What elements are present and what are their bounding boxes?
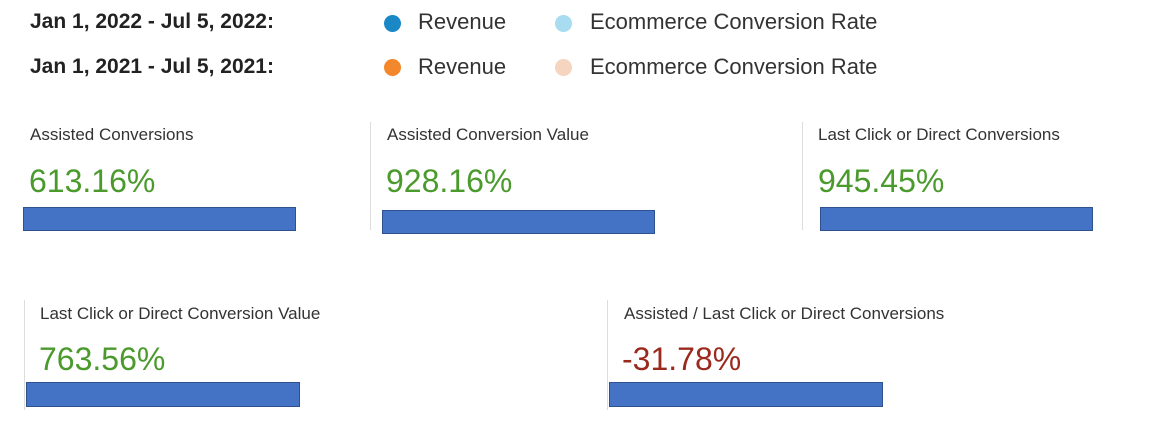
legend-dot bbox=[555, 59, 572, 76]
metric-value: 613.16% bbox=[29, 163, 156, 199]
redaction bbox=[26, 382, 300, 407]
legend-label: Ecommerce Conversion Rate bbox=[590, 54, 878, 79]
legend-label: Revenue bbox=[418, 9, 507, 34]
metric-label: Assisted Conversion Value bbox=[387, 125, 589, 144]
legend-dot bbox=[555, 15, 572, 32]
redaction bbox=[609, 382, 883, 407]
date-range: Jan 1, 2022 - Jul 5, 2022: bbox=[30, 10, 274, 33]
legend-dot bbox=[384, 59, 401, 76]
metric-value: 928.16% bbox=[386, 163, 513, 199]
metric-label: Last Click or Direct Conversions bbox=[818, 125, 1060, 144]
divider bbox=[370, 122, 371, 230]
metric-label: Assisted Conversions bbox=[30, 125, 194, 144]
legend-dot bbox=[384, 15, 401, 32]
divider bbox=[24, 300, 25, 410]
metric-value: -31.78% bbox=[622, 341, 742, 377]
metric-value: 945.45% bbox=[818, 163, 945, 199]
date-range: Jan 1, 2021 - Jul 5, 2021: bbox=[30, 55, 274, 78]
divider bbox=[607, 300, 608, 410]
metric-label: Last Click or Direct Conversion Value bbox=[40, 304, 321, 323]
legend-label: Revenue bbox=[418, 54, 507, 79]
redaction bbox=[23, 207, 296, 231]
redaction bbox=[382, 210, 655, 234]
legend-label: Ecommerce Conversion Rate bbox=[590, 9, 878, 34]
metric-label: Assisted / Last Click or Direct Conversi… bbox=[624, 304, 945, 323]
redaction bbox=[820, 207, 1093, 231]
metric-value: 763.56% bbox=[39, 341, 166, 377]
divider bbox=[802, 122, 803, 230]
